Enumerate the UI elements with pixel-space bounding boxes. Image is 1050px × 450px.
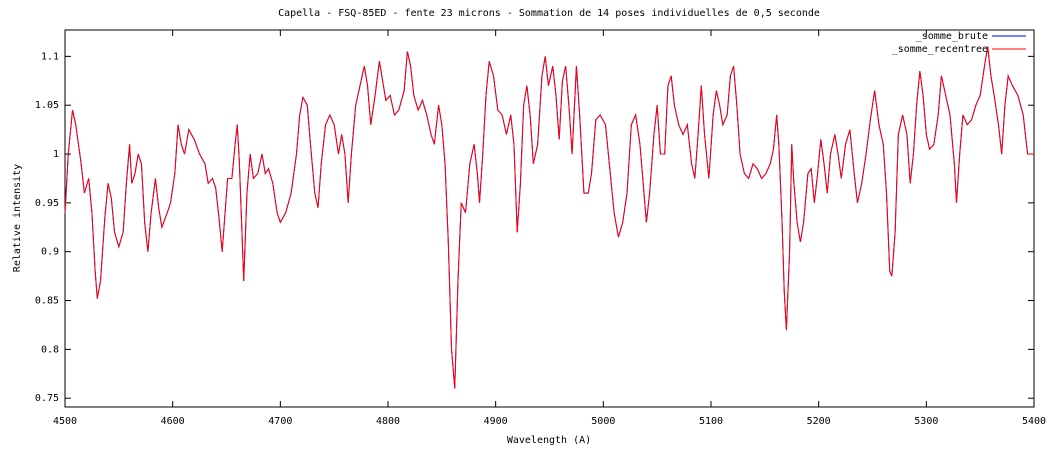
x-tick-label: 5300 [914, 416, 938, 427]
y-axis-label: Relative intensity [12, 164, 23, 272]
x-tick-label: 4900 [484, 416, 508, 427]
x-tick-label: 4800 [376, 416, 400, 427]
plot-frame [64, 29, 1035, 408]
y-tick-label: 0.75 [35, 393, 59, 404]
x-tick-label: 5100 [699, 416, 723, 427]
y-tick-label: 0.8 [41, 344, 59, 355]
x-tick-label: 5000 [591, 416, 615, 427]
y-tick-label: 1.1 [41, 51, 59, 62]
x-tick-label: 4700 [268, 416, 292, 427]
x-tick-label: 5400 [1022, 416, 1046, 427]
chart-title: Capella - FSQ-85ED - fente 23 microns - … [278, 8, 820, 19]
legend-label: _somme_brute [916, 31, 988, 42]
y-tick-label: 1.05 [35, 100, 59, 111]
y-tick-label: 0.95 [35, 198, 59, 209]
x-axis-label: Wavelength (A) [507, 435, 591, 446]
y-tick-label: 1 [53, 149, 59, 160]
x-tick-label: 4500 [53, 416, 77, 427]
y-tick-label: 0.85 [35, 296, 59, 307]
series-line [64, 46, 1034, 389]
y-tick-label: 0.9 [41, 247, 59, 258]
x-tick-label: 5200 [807, 416, 831, 427]
legend-label: _somme_recentree [892, 44, 988, 55]
series-line [64, 46, 1034, 389]
x-tick-label: 4600 [161, 416, 185, 427]
